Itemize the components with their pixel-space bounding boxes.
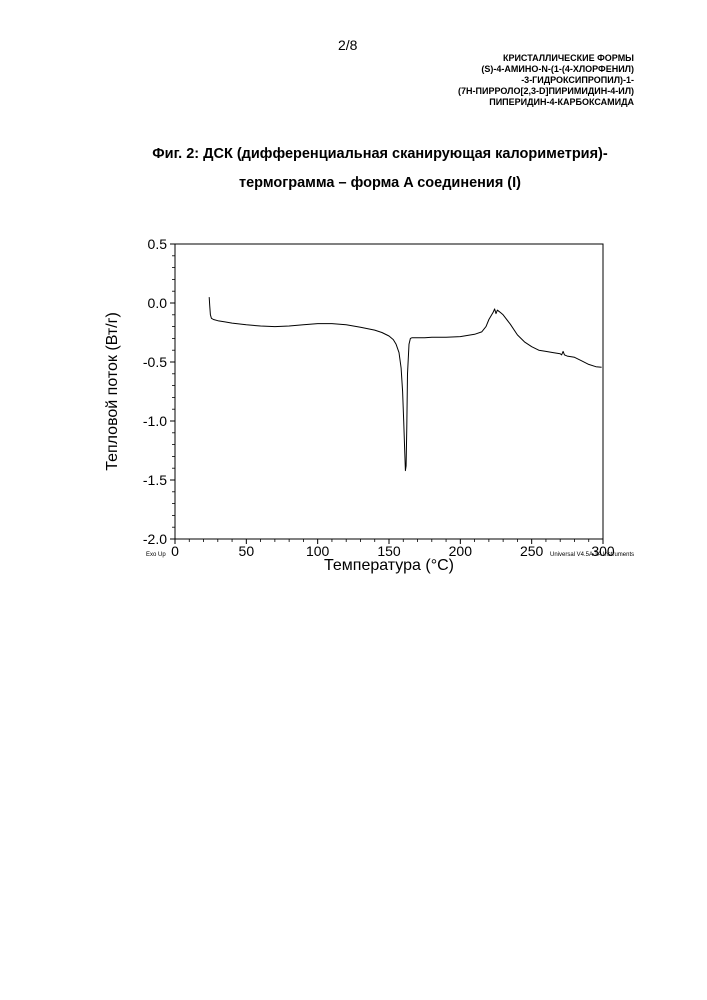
x-tick-label: 150 — [377, 543, 401, 559]
y-tick-label: 0.0 — [148, 295, 168, 311]
y-tick-label: -2.0 — [143, 531, 167, 547]
figure-title-line-2: термограмма – форма A соединения (I) — [238, 175, 521, 191]
x-tick-label: 50 — [239, 543, 255, 559]
chart-series — [208, 297, 602, 472]
x-tick-label: 300 — [591, 543, 615, 559]
instrument-note: Universal V4.5A TA Instruments — [550, 552, 634, 558]
chart-ticks: 0 50 100 150 200 250 300 0.5 0.0 -0.5 -1.0 -1.5 -2.0 — [143, 236, 615, 559]
header-line: КРИСТАЛЛИЧЕСКИЕ ФОРМЫ — [502, 53, 634, 63]
x-axis-title: Температура (°C) — [324, 557, 454, 574]
exo-up-note: Exo Up — [146, 552, 166, 558]
y-tick-label: -1.5 — [143, 472, 167, 488]
header-line: (S)-4-АМИНО-N-(1-(4-ХЛОРФЕНИЛ) — [481, 64, 634, 74]
y-tick-label: 0.5 — [148, 236, 168, 252]
x-tick-label: 250 — [520, 543, 544, 559]
patent-title-header: КРИСТАЛЛИЧЕСКИЕ ФОРМЫ (S)-4-АМИНО-N-(1-(… — [458, 53, 634, 108]
y-axis-title: Тепловой поток (Вт/г) — [104, 312, 121, 471]
y-tick-label: -0.5 — [143, 354, 167, 370]
plot-frame — [174, 243, 604, 540]
dsc-curve — [208, 297, 602, 472]
page-number: 2/8 — [338, 37, 358, 53]
header-line: (7H-ПИРРОЛО[2,3-D]ПИРИМИДИН-4-ИЛ) — [458, 86, 634, 96]
chart-axes — [174, 243, 604, 540]
figure-title-line-1: Фиг. 2: ДСК (дифференциальная сканирующа… — [152, 146, 608, 162]
header-line: -3-ГИДРОКСИПРОПИЛ)-1- — [521, 75, 634, 85]
header-line: ПИПЕРИДИН-4-КАРБОКСАМИДА — [489, 97, 634, 107]
y-tick-label: -1.0 — [143, 413, 167, 429]
x-tick-label: 0 — [171, 543, 179, 559]
x-tick-label: 200 — [449, 543, 473, 559]
x-tick-label: 100 — [306, 543, 330, 559]
